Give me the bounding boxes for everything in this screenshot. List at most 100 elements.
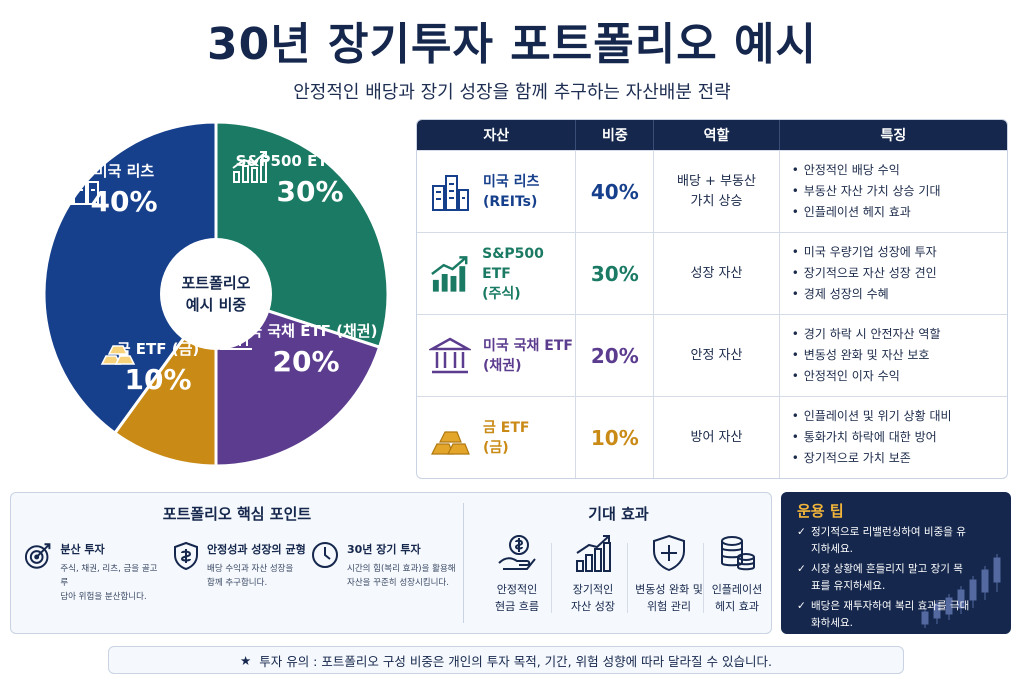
asset-name-line1: 금 ETF (483, 419, 530, 436)
core-point-desc1: 배당 수익과 자산 성장을 (207, 564, 294, 574)
table-row: 금 ETF (금) 10% 방어 자산 인플레이션 및 위기 상황 대비 통화가… (417, 396, 1007, 478)
investment-note: ★ 투자 유의 : 포트폴리오 구성 비중은 개인의 투자 목적, 기간, 위험… (108, 646, 904, 674)
asset-cell: 미국 리츠 (REITs) (417, 151, 577, 232)
core-point: 30년 장기 투자 시간의 힘(복리 효과)을 활용해 자산을 꾸준히 성장시킵니… (311, 541, 461, 590)
asset-cell: S&P500 ETF (주식) (417, 233, 577, 314)
asset-cell: 미국 국채 ETF (채권) (417, 315, 577, 396)
role-line1: 성장 자산 (690, 265, 743, 281)
features-cell: 미국 우량기업 성장에 투자 장기적으로 자산 성장 견인 경제 성장의 수혜 (780, 233, 1007, 314)
core-points-box: 포트폴리오 핵심 포인트 분산 투자 주식, 채권, 리츠, 금을 골고루 담아 … (10, 492, 772, 634)
pie-label-percent: 40% (90, 185, 158, 218)
coin-stack-icon (721, 536, 755, 571)
core-point-desc2: 자산을 꾸준히 성장시킵니다. (347, 578, 449, 588)
core-points-title: 포트폴리오 핵심 포인트 (162, 505, 312, 523)
feature-item: 경제 성장의 수혜 (792, 284, 937, 305)
pie-label-name: S&P500 ETF (주식) (235, 152, 385, 170)
growth-chart-icon (232, 151, 267, 183)
role-cell: 성장 자산 (654, 233, 780, 314)
tip-item: 정기적으로 리밸런싱하여 비중을 유지하세요. (797, 524, 972, 558)
role-line1: 배당 + 부동산 (677, 173, 756, 189)
growth-chart-icon (431, 255, 468, 292)
core-point-desc1: 시간의 힘(복리 효과)을 활용해 (347, 564, 456, 574)
role-line1: 방어 자산 (690, 429, 743, 445)
role-line1: 안정 자산 (690, 347, 743, 363)
weight-cell: 10% (576, 397, 655, 478)
feature-item: 변동성 완화 및 자산 보호 (792, 345, 941, 366)
clock-icon (312, 542, 338, 568)
tip-item: 시장 상황에 흔들리지 말고 장기 목표를 유지하세요. (797, 561, 972, 595)
asset-name-line2: (REITs) (483, 193, 538, 210)
core-point-desc1: 주식, 채권, 리츠, 금을 골고루 (60, 564, 158, 588)
gold-bars-icon (100, 345, 136, 365)
table-row: S&P500 ETF (주식) 30% 성장 자산 미국 우량기업 성장에 투자… (417, 232, 1007, 314)
effect-line1: 장기적인 (572, 583, 614, 596)
core-point-desc2: 함께 추구합니다. (207, 578, 268, 588)
pie-label-percent: 10% (124, 363, 192, 396)
effect-separator (627, 543, 628, 613)
section-divider (463, 503, 464, 623)
role-line2: 가치 상승 (690, 193, 743, 209)
feature-item: 인플레이션 및 위기 상황 대비 (792, 406, 952, 427)
effects-title: 기대 효과 (588, 505, 649, 523)
weight-cell: 20% (576, 315, 655, 396)
pie-label-name: 미국 리츠 (93, 162, 155, 180)
allocation-pie-chart: 미국 리츠 40% S&P500 ETF (주식) 30% 미국 국채 ETF … (18, 120, 414, 470)
header-weight: 비중 (576, 120, 655, 150)
feature-item: 장기적으로 자산 성장 견인 (792, 263, 937, 284)
asset-cell: 금 ETF (금) (417, 397, 577, 478)
feature-item: 안정적인 이자 수익 (792, 366, 941, 387)
pie-label-sp500: S&P500 ETF (주식) 30% (230, 150, 390, 208)
effect-line1: 안정적인 (496, 583, 538, 596)
star-icon: ★ (240, 652, 252, 668)
pie-label-name: 금 ETF (금) (116, 340, 200, 358)
effect-separator (551, 543, 552, 613)
effect-item: 인플레이션 헤지 효과 (697, 533, 777, 615)
pie-label-bond: 미국 국채 ETF (채권) 20% (218, 320, 394, 378)
features-cell: 인플레이션 및 위기 상황 대비 통화가치 하락에 대한 방어 장기적으로 가치… (780, 397, 1007, 478)
feature-item: 통화가치 하락에 대한 방어 (792, 427, 952, 448)
effect-line2: 위험 관리 (647, 600, 691, 613)
pie-center-label: 포트폴리오 예시 비중 (160, 238, 272, 350)
pie-label-percent: 30% (276, 175, 344, 208)
core-point-desc2: 담아 위험을 분산합니다. (60, 592, 147, 602)
tips-title: 운용 팁 (797, 502, 844, 520)
pie-label-gold: 금 ETF (금) 10% (98, 338, 218, 396)
feature-item: 장기적으로 가치 보존 (792, 448, 952, 469)
features-cell: 안정적인 배당 수익 부동산 자산 가치 상승 기대 인플레이션 헤지 효과 (780, 151, 1007, 232)
feature-item: 부동산 자산 가치 상승 기대 (792, 181, 941, 202)
buildings-icon (432, 174, 469, 211)
header-features: 특징 (880, 128, 907, 144)
tip-item: 배당은 재투자하여 복리 효과를 극대화하세요. (797, 598, 972, 632)
header-asset: 자산 (417, 120, 577, 150)
feature-item: 안정적인 배당 수익 (792, 160, 941, 181)
weight-cell: 40% (576, 151, 655, 232)
asset-name-line1: 미국 국채 ETF (483, 337, 573, 354)
page-subtitle: 안정적인 배당과 장기 성장을 함께 추구하는 자산배분 전략 (293, 82, 731, 103)
feature-item: 경기 하락 시 안전자산 역할 (792, 324, 941, 345)
header-role: 역할 (654, 120, 780, 150)
shield-icon (174, 541, 198, 571)
core-point-title: 안정성과 성장의 균형 (207, 543, 306, 556)
gold-bars-icon (431, 430, 470, 455)
note-text: 투자 유의 : 포트폴리오 구성 비중은 개인의 투자 목적, 기간, 위험 성… (259, 653, 772, 669)
effect-line1: 인플레이션 (711, 583, 763, 596)
core-point: 분산 투자 주식, 채권, 리츠, 금을 골고루 담아 위험을 분산합니다. (23, 541, 163, 604)
shield-plus-icon (653, 534, 685, 572)
effect-line1: 변동성 완화 및 (635, 583, 703, 596)
weight-cell: 30% (576, 233, 655, 314)
bank-icon (429, 337, 471, 373)
feature-item: 미국 우량기업 성장에 투자 (792, 242, 937, 263)
effect-line2: 자산 성장 (571, 600, 615, 613)
pie-slice-bond (214, 291, 382, 468)
pie-label-name: 미국 국채 ETF (채권) (234, 322, 378, 340)
target-icon (24, 543, 51, 569)
role-cell: 안정 자산 (654, 315, 780, 396)
feature-item: 인플레이션 헤지 효과 (792, 202, 941, 223)
features-cell: 경기 하락 시 안전자산 역할 변동성 완화 및 자산 보호 안정적인 이자 수… (780, 315, 1007, 396)
